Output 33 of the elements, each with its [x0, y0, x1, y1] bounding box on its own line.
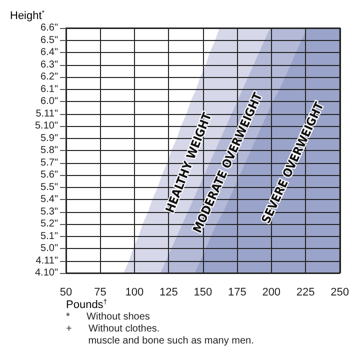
x-tick-label: 75 [94, 286, 106, 298]
x-tick-label: 150 [194, 286, 212, 298]
x-tick-label: 175 [228, 286, 246, 298]
y-tick-label: 6.1" [40, 84, 58, 95]
y-tick-label: 5.2" [40, 218, 58, 230]
y-tick-label: 4.10" [34, 268, 58, 278]
y-tick-label: 4.11" [36, 255, 58, 266]
y-tick-label: 6.4" [40, 47, 58, 58]
text: + Without clothes. [66, 324, 160, 334]
y-tick-label: 5.8" [40, 145, 58, 156]
y-tick-label: 5.10" [34, 120, 58, 132]
y-tick-label: 5.1" [40, 230, 58, 242]
x-tick-label: 125 [160, 286, 178, 298]
x-tick-label: 50 [60, 286, 72, 298]
y-tick-label: 5.3" [40, 206, 58, 218]
x-tick-label: 225 [296, 286, 315, 298]
y-tick-label: 5.11" [36, 108, 58, 120]
y-tick-label: 5.4" [40, 194, 58, 205]
x-tick-label: 250 [330, 286, 350, 298]
y-tick-label: 6.3" [40, 59, 58, 70]
text: muscle and bone such as many men. [66, 336, 254, 346]
y-tick-label: 6.5" [40, 34, 58, 46]
y-tick-label: 5.5" [40, 182, 58, 193]
y-tick-label: 6.6" [40, 22, 58, 34]
x-tick-label: 200 [262, 286, 281, 298]
y-tick-label: 5.0" [40, 243, 58, 254]
y-tick-label: 5.6" [40, 170, 58, 180]
y-tick-label: 5.9" [40, 132, 58, 144]
y-tick-label: 6.0" [40, 96, 58, 107]
x-tick-label: 100 [125, 286, 144, 298]
text: * Without shoes [66, 312, 150, 322]
y-tick-label: 5.7" [40, 157, 58, 168]
y-tick-label: 6.2" [40, 72, 58, 82]
